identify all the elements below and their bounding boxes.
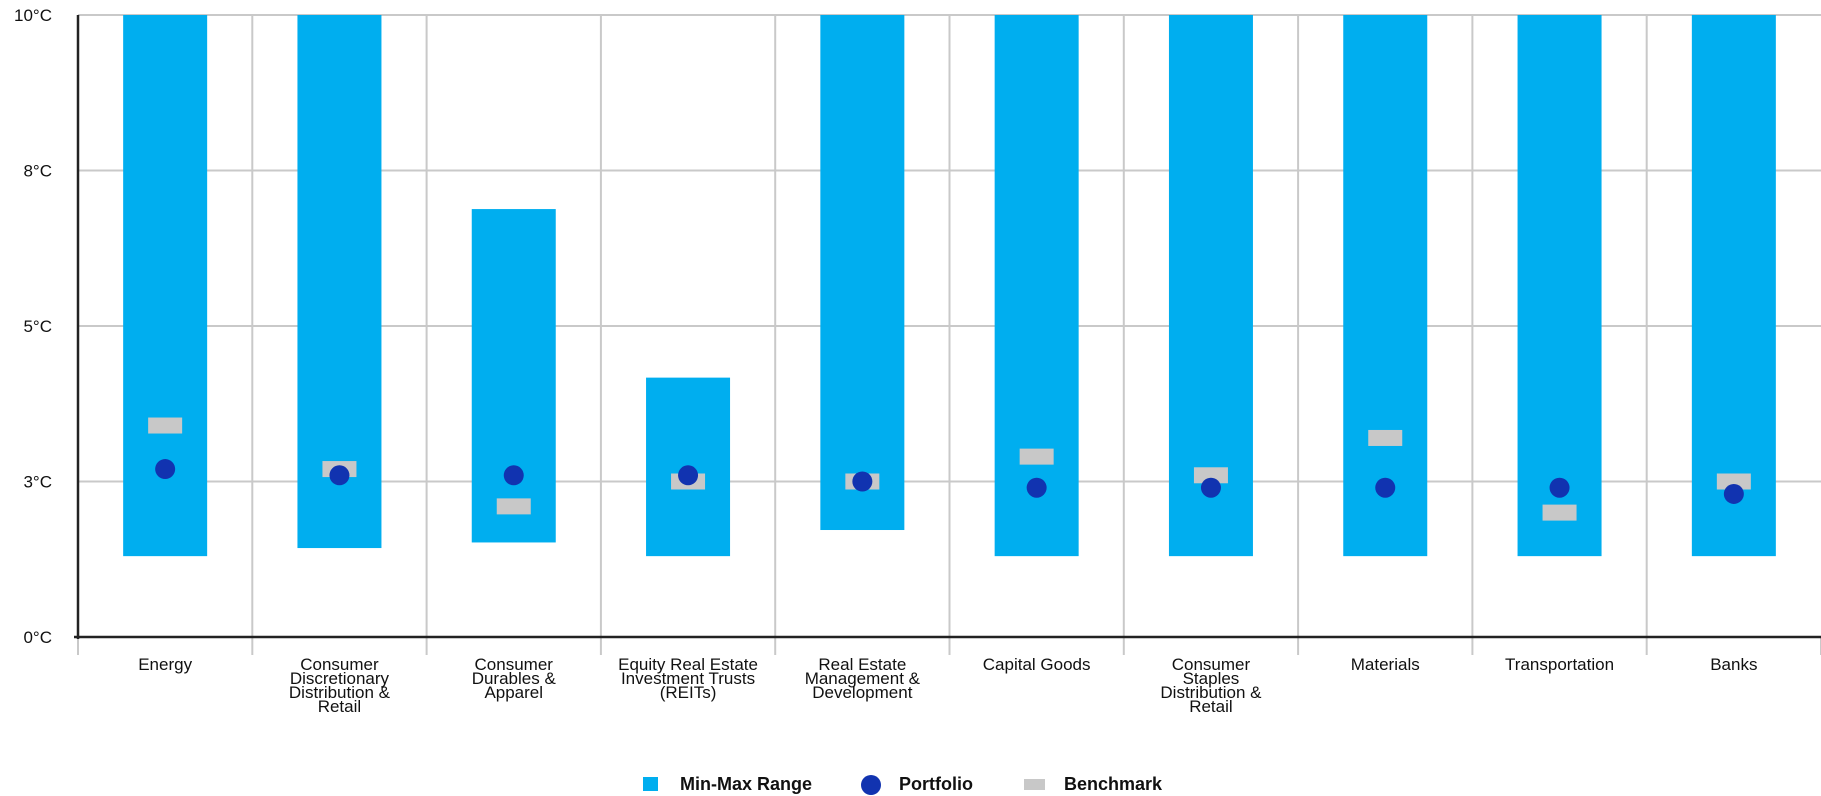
x-category-label-line: (REITs) [660,683,717,702]
x-category-label-line: Durables & [472,669,557,688]
x-category-label-line: Investment Trusts [621,669,755,688]
benchmark-marker [1019,448,1054,465]
legend-swatch-benchmark [1024,779,1045,790]
legend: Min-Max Range Portfolio Benchmark [643,774,1163,795]
portfolio-dot [1026,477,1047,498]
benchmark-marker [1542,504,1577,521]
y-tick-label: 5°C [23,317,52,336]
x-category-label: Materials [1351,655,1420,674]
legend-swatch-portfolio [861,775,881,795]
x-category-label-line: Apparel [484,683,543,702]
x-category-label-line: Management & [805,669,921,688]
legend-label: Portfolio [899,774,973,794]
x-category-label-line: Consumer [475,655,554,674]
benchmark-marker [1193,467,1228,484]
y-tick-label: 8°C [23,162,52,181]
x-category-label-line: Staples [1183,669,1240,688]
x-category-label-line: Retail [1189,697,1232,716]
x-category-label-line: Retail [318,697,361,716]
legend-label: Min-Max Range [680,774,812,794]
range-bar [1517,15,1602,557]
range-bar [994,15,1079,557]
marker-layer [148,417,1751,521]
x-category-label: Transportation [1505,655,1614,674]
x-category-label: Equity Real Estate Investment Trusts (REIT… [618,655,758,702]
y-tick-label: 3°C [23,473,52,492]
x-category-label: Banks [1710,655,1757,674]
x-category-label-line: Materials [1351,655,1420,674]
x-category-label-line: Real Estate [818,655,906,674]
x-category-label-line: Consumer [1172,655,1251,674]
portfolio-dot [1375,477,1396,498]
portfolio-dot [155,459,176,480]
range-bar [820,15,905,531]
range-bar [1343,15,1428,557]
x-category-label: Energy [138,655,192,674]
x-category-label-line: Capital Goods [983,655,1091,674]
x-category-label: Consumer Durables & Apparel [472,655,557,702]
y-tick-label: 0°C [23,628,52,647]
x-category-label-line: Consumer [300,655,379,674]
axis-layer: 0°C 3°C 5°C 8°C 10°C [14,6,1821,647]
x-category-label-line: Equity Real Estate [618,655,758,674]
x-category-label-line: Transportation [1505,655,1614,674]
benchmark-marker [496,498,531,515]
x-category-label-line: Banks [1710,655,1757,674]
range-bar [471,209,556,543]
legend-label: Benchmark [1064,774,1163,794]
portfolio-dot [503,465,524,486]
bar-layer [123,15,1776,557]
range-bar [297,15,382,549]
benchmark-marker [1716,473,1751,490]
portfolio-dot [1200,477,1221,498]
portfolio-dot [1723,483,1744,504]
x-category-label: Consumer Discretionary Distribution & Retai… [289,655,391,716]
portfolio-dot [329,465,350,486]
y-tick-label: 10°C [14,6,52,25]
x-category-label: Consumer Staples Distribution & Retail [1160,655,1262,716]
portfolio-dot [1549,477,1570,498]
x-category-label-line: Development [812,683,912,702]
x-category-label-line: Distribution & [1160,683,1262,702]
range-bar [1168,15,1253,557]
range-bar [1691,15,1776,557]
benchmark-marker [1368,429,1403,446]
x-category-label-line: Energy [138,655,192,674]
label-layer: Energy Consumer Discretionary Distribution … [138,655,1757,716]
benchmark-marker [148,417,183,434]
legend-swatch-min-max-range [643,777,658,791]
portfolio-dot [678,465,699,486]
portfolio-dot [852,471,873,492]
x-category-label-line: Distribution & [289,683,391,702]
x-category-label: Capital Goods [983,655,1091,674]
x-category-label-line: Discretionary [290,669,390,688]
x-category-label: Real Estate Management & Development [805,655,921,702]
